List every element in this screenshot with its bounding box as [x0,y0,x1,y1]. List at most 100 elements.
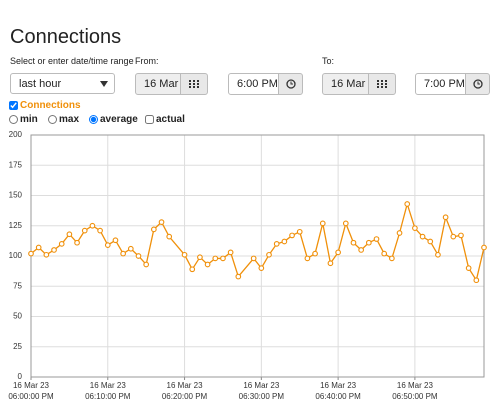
data-point [66,231,73,238]
data-point [143,261,150,268]
from-label: From: [135,56,159,66]
y-tick-label: 150 [9,191,23,200]
data-point [442,214,449,221]
data-point [35,244,42,251]
y-tick-label: 25 [13,342,22,351]
data-point [458,232,464,239]
from-date[interactable]: 16 Mar 23 [135,73,181,95]
data-point [435,251,441,258]
series-toggle[interactable]: Connections [9,100,81,111]
data-point [427,238,434,245]
data-point [158,219,165,225]
data-point [296,228,303,235]
y-tick-label: 125 [9,221,23,230]
data-point [181,251,188,258]
x-tick-label: 16 Mar 23 06:30:00 PM [239,381,285,401]
to-label: To: [322,56,335,66]
data-point [266,251,272,258]
page-title: Connections [10,26,122,48]
y-tick-label: 50 [13,312,22,321]
data-point [81,227,88,234]
option-input[interactable] [48,115,57,124]
data-point [350,239,357,246]
data-point [120,250,126,257]
data-point [335,249,341,256]
to-date[interactable]: 16 Mar 23 [322,73,369,95]
option-input[interactable] [89,115,98,124]
data-point [28,250,34,257]
data-point [227,249,234,256]
data-point [373,236,380,242]
x-tick-label-line: 06:00:00 PM [8,392,54,401]
data-point [212,255,219,262]
range-select-value: last hour [19,77,62,90]
data-point [43,251,50,258]
from-time[interactable]: 6:00 PM [228,73,279,95]
data-point [97,227,103,234]
data-point [473,277,480,284]
option[interactable]: average [89,114,138,125]
calendar-icon [189,80,199,88]
range-label: Select or enter date/time range [10,56,134,66]
data-point [419,233,426,240]
x-tick-label-line: 16 Mar 23 [320,381,357,390]
data-point [58,241,65,247]
x-tick-label-line: 16 Mar 23 [167,381,204,390]
x-tick-label: 16 Mar 23 06:20:00 PM [162,381,208,401]
y-tick-label: 100 [9,251,23,260]
clock-icon [285,79,296,89]
data-point [197,254,203,261]
option[interactable]: min [9,114,38,125]
option[interactable]: actual [145,114,185,125]
data-point [327,260,334,267]
x-tick-label: 16 Mar 23 06:40:00 PM [315,381,361,401]
data-point [150,226,157,233]
range-select[interactable]: last hour [10,73,115,94]
data-point [465,265,472,271]
series-toggle-label: Connections [20,100,81,111]
series-line [30,201,485,282]
data-point [319,220,326,227]
data-point [166,233,173,240]
dropdown-arrow [100,80,108,87]
to-time[interactable]: 7:00 PM [415,73,466,95]
data-point [189,266,196,273]
data-point [389,255,395,262]
calendar-icon [377,80,387,88]
series-checkbox[interactable] [9,101,18,110]
data-point [104,242,111,248]
option-input[interactable] [9,115,18,124]
x-tick-label-line: 06:40:00 PM [315,392,361,401]
from-clock-button[interactable] [278,73,303,95]
data-point [358,247,365,253]
data-point [89,222,96,229]
to-clock-button[interactable] [465,73,490,95]
data-point [51,247,57,253]
option-label: min [20,114,38,125]
to-calendar-button[interactable] [368,73,396,95]
data-point [481,244,487,251]
option-label: max [59,114,80,125]
x-tick-label-line: 06:30:00 PM [239,392,285,401]
from-calendar-button[interactable] [180,73,208,95]
data-point [220,255,226,262]
clock-icon [472,79,483,89]
data-point [450,233,457,240]
data-point [365,239,372,246]
data-point [304,255,311,262]
data-point [404,201,411,207]
option[interactable]: max [48,114,79,125]
data-point [281,238,288,245]
option-input[interactable] [145,115,154,124]
data-point [250,255,257,262]
data-point [412,225,418,232]
data-point [312,250,318,257]
option-label: actual [156,114,185,125]
x-tick-label: 16 Mar 23 06:00:00 PM [8,381,54,401]
x-tick-label-line: 06:20:00 PM [162,392,208,401]
data-point [127,245,134,252]
x-tick-label-line: 16 Mar 23 [243,381,280,390]
data-point [289,232,295,239]
